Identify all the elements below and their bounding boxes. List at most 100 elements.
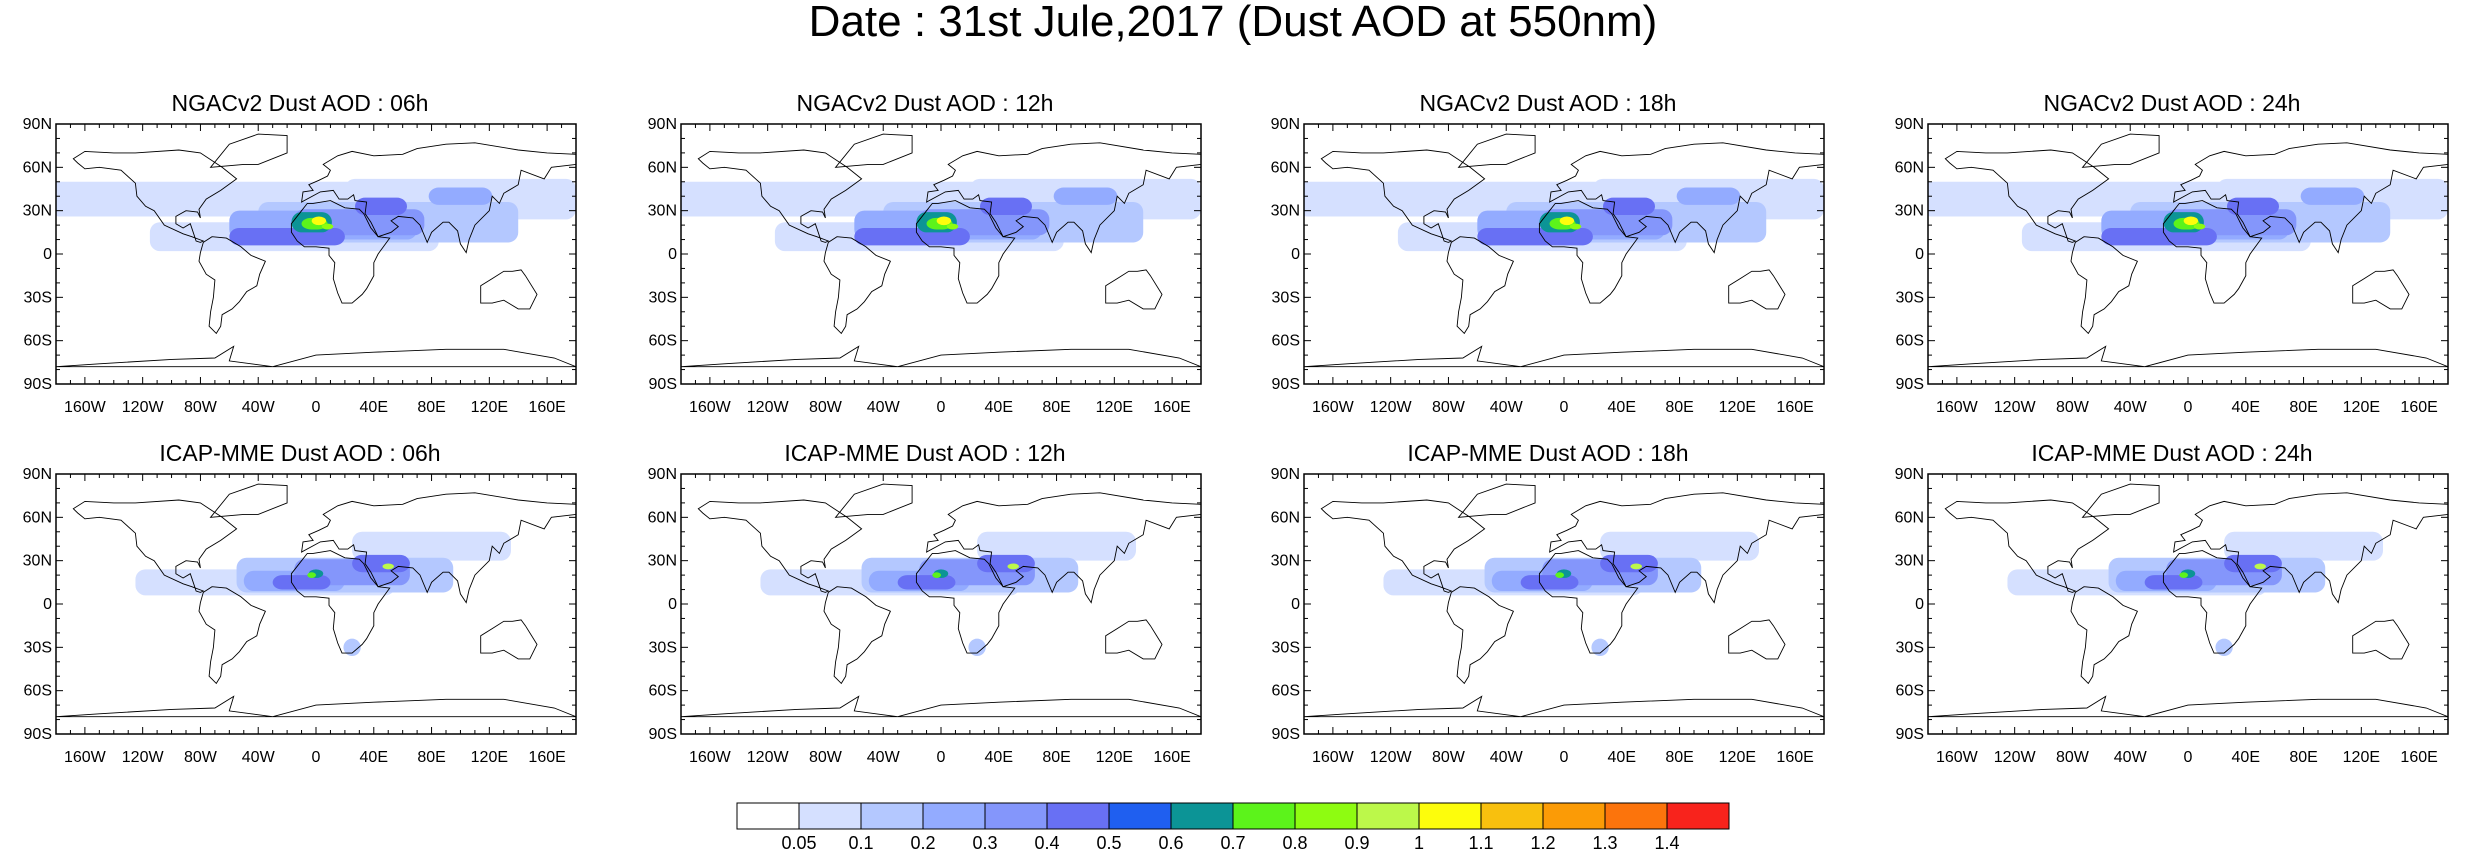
coastline	[926, 142, 1201, 254]
map-canvas: 90N 60N 30N 0 30S 60S 90S 160W 120W 80W 40W 0 40E 80E…	[23, 466, 577, 766]
coastline	[1446, 236, 1514, 335]
lon-label: 120W	[1370, 749, 1413, 766]
lat-label: 90N	[1271, 116, 1300, 133]
coastline	[1304, 345, 1824, 368]
colorbar-swatch	[1356, 802, 1420, 830]
lon-label: 80E	[1665, 749, 1693, 766]
aod-shading	[1007, 563, 1019, 570]
aod-shading	[1603, 197, 1655, 215]
lat-label: 30S	[1272, 639, 1300, 656]
colorbar-swatch	[1480, 802, 1544, 830]
colorbar-label: 1	[1414, 833, 1424, 853]
panel-title: ICAP-MME Dust AOD : 18h	[1407, 440, 1689, 466]
coastline	[697, 499, 863, 593]
lon-label: 160E	[528, 399, 565, 416]
coastline	[72, 499, 238, 593]
lat-label: 90N	[1271, 466, 1300, 483]
map-panel: NGACv2 Dust AOD : 06h 90N 60N 30N 0 30S 60S 90S…	[20, 90, 580, 420]
lon-label: 160W	[64, 749, 107, 766]
aod-shading	[1555, 572, 1564, 578]
lat-label: 90S	[649, 376, 677, 393]
lon-label: 40W	[1490, 749, 1524, 766]
lat-label: 60S	[24, 683, 52, 700]
coastline	[1728, 269, 1786, 310]
coastline	[209, 483, 288, 518]
lat-label: 60N	[648, 509, 677, 526]
lon-label: 120E	[1096, 749, 1133, 766]
coastline	[697, 149, 863, 243]
coastline	[823, 586, 891, 685]
colorbar-swatch	[736, 802, 800, 830]
colorbar-label: 0.7	[1220, 833, 1245, 853]
aod-shading	[352, 531, 511, 561]
coastline	[681, 695, 1201, 718]
colorbar-swatch	[984, 802, 1048, 830]
aod-colorbar: 0.05 0.1 0.2 0.3 0.4 0.5 0.6 0.7 0.8 0.9 1 1.1 1.2 1.…	[736, 802, 1730, 853]
lon-label: 80E	[1665, 399, 1693, 416]
coastline	[198, 236, 266, 335]
lat-label: 60N	[1895, 159, 1924, 176]
panel-title: NGACv2 Dust AOD : 24h	[2043, 90, 2301, 116]
lat-label: 60N	[23, 159, 52, 176]
lat-label: 30N	[1895, 203, 1924, 220]
coastline	[1944, 499, 2110, 593]
aod-shading	[897, 575, 956, 590]
lat-label: 30N	[1271, 203, 1300, 220]
coastline	[1457, 133, 1536, 168]
aod-shading	[932, 572, 941, 578]
lon-label: 160E	[1153, 749, 1190, 766]
coastline	[301, 492, 576, 604]
lat-label: 60S	[649, 333, 677, 350]
lon-label: 0	[312, 399, 321, 416]
lon-label: 40E	[360, 749, 388, 766]
coastline	[209, 133, 288, 168]
coastline	[1538, 550, 1639, 654]
lat-label: 30N	[1271, 553, 1300, 570]
lat-label: 0	[1915, 246, 1924, 263]
lat-label: 30N	[23, 203, 52, 220]
aod-shading	[854, 228, 970, 246]
aod-field	[1383, 531, 1759, 656]
coastline	[2162, 200, 2263, 304]
coastline	[926, 492, 1201, 604]
lat-label: 60N	[23, 509, 52, 526]
colorbar-swatch	[1294, 802, 1358, 830]
coastline	[681, 345, 1201, 368]
coastline	[915, 550, 1016, 654]
aod-shading	[2254, 563, 2266, 570]
aod-shading	[2179, 572, 2188, 578]
map-background	[1928, 474, 2448, 734]
coastline	[72, 149, 238, 243]
coastlines	[1928, 483, 2448, 718]
aod-shading	[1053, 187, 1118, 205]
aod-shading	[229, 228, 345, 246]
aod-shading	[2183, 216, 2199, 226]
lon-label: 120W	[747, 399, 790, 416]
aod-shading	[343, 638, 361, 656]
lon-label: 40E	[985, 749, 1013, 766]
aod-shading	[2101, 228, 2217, 246]
lat-label: 60S	[1896, 333, 1924, 350]
lon-label: 160W	[689, 399, 732, 416]
aod-shading	[272, 575, 331, 590]
map-canvas: 90N 60N 30N 0 30S 60S 90S 160W 120W 80W 40W 0 40E 80E…	[1895, 466, 2449, 766]
coastlines	[56, 133, 576, 368]
aod-shading	[2193, 223, 2206, 230]
aod-shading	[1600, 531, 1759, 561]
aod-shading	[946, 223, 959, 230]
lat-label: 30S	[24, 289, 52, 306]
coastline	[1320, 149, 1486, 243]
lat-label: 0	[1291, 596, 1300, 613]
lat-label: 0	[1915, 596, 1924, 613]
lon-label: 80E	[2289, 399, 2317, 416]
aod-shading	[2300, 187, 2365, 205]
coastline	[915, 200, 1016, 304]
lon-label: 80E	[2289, 749, 2317, 766]
aod-shading	[352, 554, 410, 573]
aod-field	[1304, 178, 1824, 252]
map-background	[1304, 474, 1824, 734]
coastline	[2173, 492, 2448, 604]
lon-label: 0	[1560, 399, 1569, 416]
lat-label: 30N	[648, 203, 677, 220]
aod-shading	[2215, 638, 2233, 656]
